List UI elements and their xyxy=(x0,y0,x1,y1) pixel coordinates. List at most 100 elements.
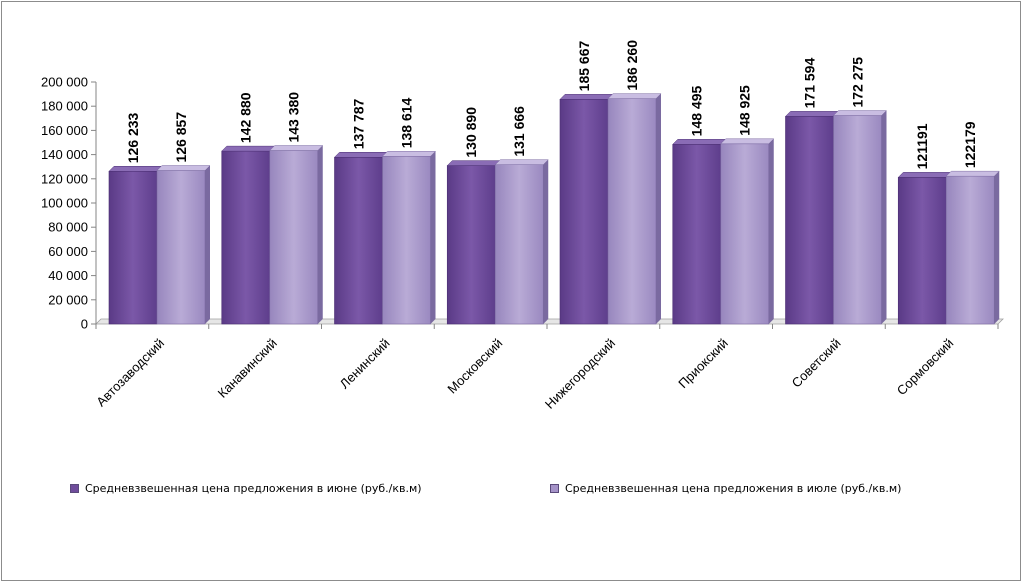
bar-front xyxy=(269,150,319,325)
x-tick-label: Сормовский xyxy=(894,336,957,399)
bar-side xyxy=(994,171,1000,324)
bar-front xyxy=(108,170,158,325)
bar-top xyxy=(269,145,324,151)
data-label: 137 787 xyxy=(351,98,367,149)
data-label: 143 380 xyxy=(286,92,302,143)
x-tick-label: Нижегородский xyxy=(542,336,618,412)
data-label: 185 667 xyxy=(576,41,592,92)
bar-side xyxy=(317,145,323,324)
bar-july xyxy=(269,145,324,325)
x-tick-label: Автозаводский xyxy=(93,336,167,410)
bar-top xyxy=(607,93,662,99)
bar-top xyxy=(784,111,840,117)
data-label: 148 495 xyxy=(689,86,705,137)
bar-july xyxy=(494,159,549,325)
bar-top xyxy=(672,139,727,145)
x-tick-label: Канавинский xyxy=(215,336,280,401)
bar-front xyxy=(607,98,657,325)
bar-front xyxy=(945,175,995,325)
bar-top xyxy=(559,94,614,100)
bar-top xyxy=(832,110,888,116)
x-axis-tick-labels: Автозаводский Канавинский Ленинский Московс… xyxy=(93,336,956,412)
bar-side xyxy=(205,165,210,324)
bar-top xyxy=(494,159,549,165)
bar-july xyxy=(832,110,888,325)
bar-side xyxy=(768,138,774,324)
y-tick-label: 120 000 xyxy=(41,171,88,186)
data-label: 131 666 xyxy=(511,106,527,157)
bar-top xyxy=(333,152,389,158)
data-label: 121191 xyxy=(914,123,930,169)
bar-side xyxy=(656,93,661,324)
bar-front xyxy=(897,177,947,325)
data-label: 148 925 xyxy=(737,85,753,136)
bar-top xyxy=(897,172,952,178)
y-tick-label: 100 000 xyxy=(41,196,88,211)
data-label: 126 233 xyxy=(125,112,141,163)
bar-front xyxy=(446,165,496,325)
legend-item-june: Средневзвешенная цена предложения в июне… xyxy=(70,482,422,495)
bar-front xyxy=(785,116,834,325)
bar-july xyxy=(156,165,211,325)
data-label: 122179 xyxy=(962,121,978,168)
y-tick-label: 80 000 xyxy=(48,220,88,235)
data-label: 130 890 xyxy=(463,107,479,158)
y-tick-label: 140 000 xyxy=(41,147,88,162)
bar-top xyxy=(221,145,276,152)
data-label: 172 275 xyxy=(850,57,866,108)
y-tick-label: 200 000 xyxy=(41,75,88,90)
data-label: 142 880 xyxy=(238,92,254,143)
legend-item-july: Средневзвешенная цена предложения в июле… xyxy=(550,482,901,495)
bar-june xyxy=(559,94,614,325)
bar-front xyxy=(559,99,609,325)
bars xyxy=(108,93,1000,325)
y-tick-label: 160 000 xyxy=(41,123,88,138)
bar-july xyxy=(945,170,1000,325)
bar-top xyxy=(720,138,775,145)
bar-july xyxy=(381,151,437,325)
legend-swatch-june xyxy=(70,484,79,493)
data-label: 186 260 xyxy=(624,40,640,91)
bar-june xyxy=(784,111,840,325)
x-tick-label: Советский xyxy=(789,336,844,391)
y-tick-label: 180 000 xyxy=(41,99,88,114)
legend-label-june: Средневзвешенная цена предложения в июне… xyxy=(85,482,422,495)
bar-top xyxy=(945,170,1000,177)
bar-front xyxy=(334,156,383,325)
bar-side xyxy=(430,151,436,324)
axes: 0 20 000 40 000 60 000 80 000 100 000 120 000 1… xyxy=(41,75,1004,332)
data-label: 138 614 xyxy=(399,97,415,148)
bar-front xyxy=(720,143,770,325)
bar-front xyxy=(156,170,206,325)
bar-june xyxy=(446,160,501,325)
x-tick-label: Приокский xyxy=(675,336,731,392)
bar-june xyxy=(672,139,727,325)
bar-top xyxy=(446,160,501,166)
x-tick-label: Московский xyxy=(444,336,505,397)
legend: Средневзвешенная цена предложения в июне… xyxy=(70,482,970,502)
bar-top xyxy=(156,165,211,171)
bar-june xyxy=(333,152,389,325)
bar-july xyxy=(720,138,775,325)
legend-swatch-july xyxy=(550,484,559,493)
bar-front xyxy=(221,150,271,325)
bar-side xyxy=(881,110,887,325)
bar-june xyxy=(897,172,952,325)
bar-top xyxy=(108,166,163,172)
x-tick-label: Ленинский xyxy=(337,336,393,392)
bar-july xyxy=(607,93,662,325)
data-label: 126 857 xyxy=(173,112,189,163)
y-tick-label: 0 xyxy=(81,317,88,332)
bar-front xyxy=(672,144,722,325)
bar-june xyxy=(108,166,163,325)
y-tick-label: 40 000 xyxy=(48,268,88,283)
bar-front xyxy=(833,115,882,325)
data-labels: 126 233 126 857 142 880 143 380 137 787 138 6… xyxy=(125,40,978,170)
bar-top xyxy=(381,151,437,157)
bar-front xyxy=(494,164,544,325)
data-label: 171 594 xyxy=(802,58,818,109)
bar-side xyxy=(543,159,549,324)
bar-june xyxy=(221,145,276,325)
bar-front xyxy=(382,155,431,325)
